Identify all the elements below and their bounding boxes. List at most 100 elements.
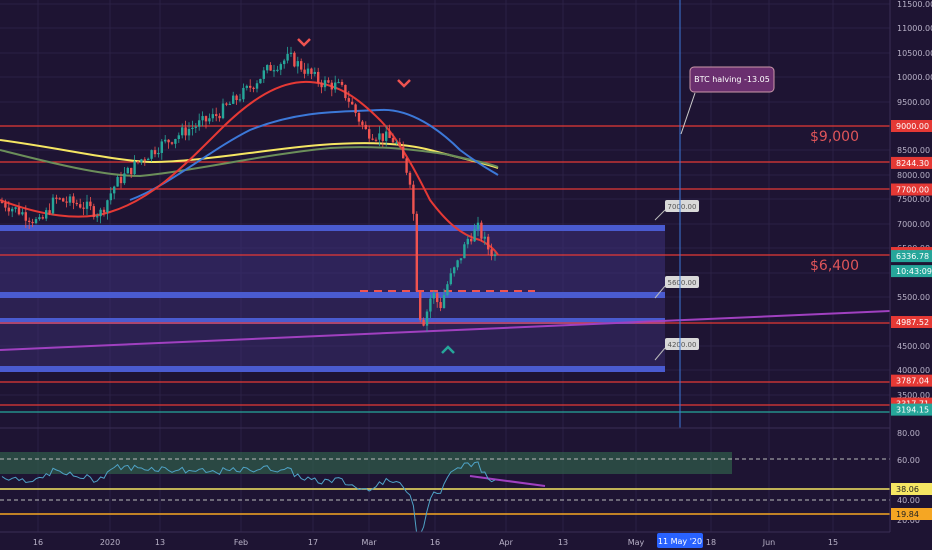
time-tick-label: 16 (430, 538, 440, 547)
candle-body (354, 104, 357, 113)
level-label-6400: $6,400 (810, 258, 859, 274)
candle-body (317, 71, 320, 83)
price-tick-label: 4500.00 (897, 342, 930, 351)
candle-body (167, 139, 170, 143)
price-badge (891, 374, 932, 387)
candle-body (327, 80, 330, 83)
candle-body (177, 135, 180, 140)
candle-body (473, 229, 476, 242)
candle-body (170, 142, 174, 144)
candle-body (470, 238, 473, 242)
time-tick-label: 13 (155, 538, 165, 547)
price-tick-label: 8000.00 (897, 171, 930, 180)
rsi-badge (891, 508, 932, 520)
candle-body (238, 99, 242, 101)
candle-body (279, 64, 282, 70)
callout-7000-text: 7000.00 (668, 203, 697, 211)
price-badge-text: 10:43:09 (896, 267, 932, 276)
candle-body (24, 212, 27, 221)
price-badge (891, 120, 932, 132)
candle-body (398, 142, 401, 147)
rsi-tick-label: 40.00 (897, 496, 920, 505)
candle-body (34, 219, 38, 224)
candle-body (405, 158, 408, 173)
candle-body (344, 84, 347, 99)
candle-body (119, 177, 123, 184)
candle-body (412, 184, 415, 214)
zone-upper (0, 225, 665, 295)
candle-body (242, 87, 245, 100)
candle-body (136, 161, 140, 163)
candle-body (422, 319, 425, 326)
price-badge (891, 265, 932, 278)
candle-body (65, 201, 68, 203)
candle-body (303, 69, 306, 74)
time-axis[interactable]: 16 2020 13 Feb 17 Mar 16 Apr 13 May 18 Jun 15 (33, 538, 838, 547)
candle-body (306, 68, 310, 74)
candle-body (395, 142, 398, 144)
candle-body (0, 201, 4, 203)
candle-body (28, 220, 31, 222)
rsi-axis[interactable]: 80.00 60.00 40.00 20.00 (897, 429, 920, 525)
candle-body (228, 103, 231, 106)
price-badge-text: 9000.00 (896, 122, 929, 131)
price-tick-label: 7500.00 (897, 195, 930, 204)
candle-body (160, 141, 163, 153)
price-tick-label: 5500.00 (897, 293, 930, 302)
candle-body (347, 98, 350, 102)
candle-body (364, 124, 367, 130)
candle-body (157, 152, 160, 155)
rsi-badge (891, 483, 932, 495)
candle-body (385, 131, 388, 141)
candle-body (320, 82, 323, 88)
candle-body (96, 216, 99, 218)
candle-body (235, 95, 238, 101)
candle-body (187, 128, 191, 136)
sell-marker-1 (297, 38, 311, 47)
candle-body (415, 213, 418, 292)
candle-body (419, 291, 422, 320)
candle-body (337, 81, 340, 84)
candle-body (55, 197, 58, 199)
time-tick-label: Feb (234, 538, 248, 547)
candle-body (204, 116, 208, 122)
price-tick-label: 7000.00 (897, 220, 930, 229)
candle-body (446, 284, 449, 296)
candle-body (221, 103, 225, 119)
price-tick-label: 4000.00 (897, 366, 930, 375)
sell-marker-2 (397, 79, 411, 88)
time-tick-label: 2020 (100, 538, 120, 547)
price-tick-label: 10500.00 (897, 49, 932, 58)
candle-body (181, 127, 184, 136)
candle-body (184, 127, 187, 136)
callout-4200 (665, 338, 699, 350)
rsi-line (1, 461, 496, 535)
candle-body (361, 121, 364, 125)
zone-lower (0, 322, 665, 372)
candle-body (89, 201, 92, 207)
candle-body (208, 118, 211, 122)
candle-body (201, 116, 204, 121)
candle-body (408, 172, 412, 185)
time-tick-label: 16 (33, 538, 43, 547)
price-tick-label: 9500.00 (897, 98, 930, 107)
candle-body (289, 52, 293, 54)
candle-body (330, 82, 333, 90)
candle-body (476, 222, 480, 230)
annotation-leader (680, 92, 696, 135)
candle-body (313, 71, 316, 74)
price-tick-label: 8500.00 (897, 146, 930, 155)
rsi-tick-label: 20.00 (897, 516, 920, 525)
candle-body (92, 206, 95, 217)
candle-body (194, 126, 197, 128)
time-tick-label: Mar (361, 538, 377, 547)
candle-body (371, 138, 374, 140)
candle-body (466, 238, 469, 245)
candle-body (293, 52, 296, 67)
rsi-trend-line (469, 475, 546, 487)
time-tick-label: 17 (308, 538, 318, 547)
ma-blue (129, 108, 499, 201)
callout-5600-text: 5600.00 (668, 279, 697, 287)
candle-body (75, 202, 78, 205)
